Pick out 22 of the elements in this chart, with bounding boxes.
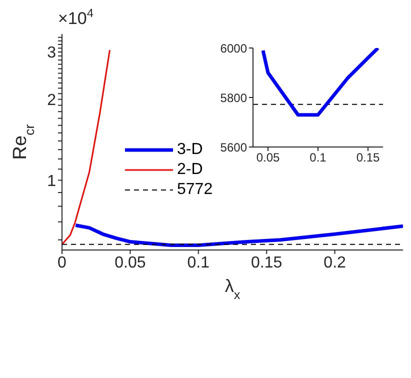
line-series: [74, 223, 403, 247]
x-tick-label: 0.2: [324, 254, 346, 272]
x-tick-label: 0.1: [187, 254, 210, 272]
y-tick-label: 2: [47, 92, 56, 109]
y-tick-label: 5600: [220, 140, 248, 154]
line-series: [62, 49, 110, 246]
x-tick-label: 0.1: [310, 150, 327, 165]
x-tick-label: 0.15: [356, 150, 380, 165]
x-tick-label: 0.15: [251, 254, 282, 272]
y-tick-label: 3: [47, 44, 56, 62]
y-tick-label: 6000: [220, 41, 248, 56]
x-axis-title: λ$_{x}$: [224, 276, 241, 302]
line-series: [261, 48, 380, 117]
y-tick-label: 1: [47, 172, 56, 190]
x-tick-label: 0.05: [256, 150, 280, 165]
legend-label: 5772: [177, 180, 213, 200]
y-tick-label: 5800: [220, 90, 248, 105]
text: ×10$^{4}$: [58, 6, 94, 28]
x-tick-label: 0.05: [114, 254, 146, 272]
legend-label: 3-D: [177, 140, 203, 160]
legend-label: 2-D: [177, 160, 203, 180]
x-tick-label: 0: [58, 254, 67, 272]
